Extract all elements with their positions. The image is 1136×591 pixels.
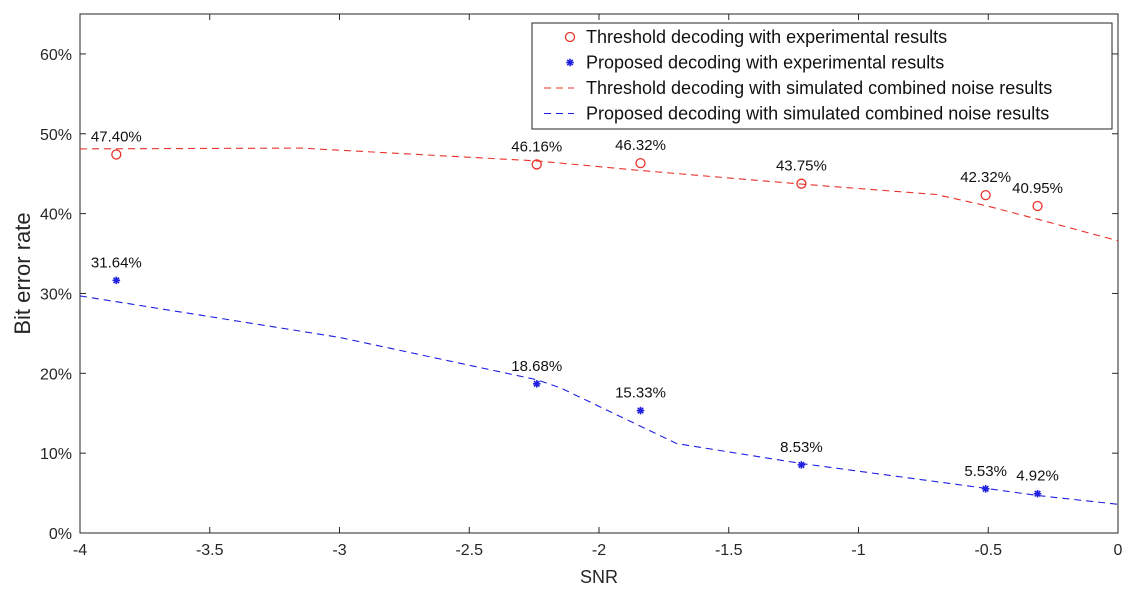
proposed-decoding-with-experimental-results-point	[112, 276, 121, 285]
data-labels: 47.40% 46.16% 46.32% 43.75% 42.32%40.95% 31.6…	[91, 129, 1063, 485]
legend-entry: Threshold decoding with experimental res…	[564, 27, 947, 47]
y-tick-label: 10%	[40, 446, 72, 463]
x-tick-label: -3.5	[196, 542, 224, 559]
y-tick-label: 60%	[40, 47, 72, 64]
data-label: 5.53%	[964, 463, 1007, 480]
data-label: 40.95%	[1012, 180, 1063, 197]
x-tick-label: -0.5	[974, 542, 1002, 559]
x-tick-label: -1	[851, 542, 865, 559]
x-tick-label: -2	[592, 542, 606, 559]
data-label: 8.53%	[780, 439, 823, 456]
proposed-decoding-with-experimental-results-point	[532, 380, 541, 388]
y-tick-label: 50%	[40, 127, 72, 144]
legend-label: Threshold decoding with experimental res…	[586, 27, 947, 47]
legend: Threshold decoding with experimental res…	[531, 22, 1113, 130]
threshold-decoding-with-experimental-results-point	[980, 189, 991, 201]
data-label: 46.16%	[511, 138, 562, 155]
y-tick-label: 20%	[40, 366, 72, 383]
threshold-decoding-with-experimental-results-point	[1032, 200, 1043, 212]
x-tick-label: 0	[1114, 542, 1123, 559]
data-label: 18.68%	[511, 358, 562, 375]
y-tick-label: 30%	[40, 286, 72, 303]
data-label: 47.40%	[91, 129, 142, 146]
threshold-decoding-with-experimental-results-point	[635, 158, 646, 169]
data-label: 15.33%	[615, 385, 666, 402]
y-axis-ticks: 0% 10% 20% 30% 40% 50% 60%	[40, 47, 1118, 543]
proposed-decoding-with-experimental-results-point	[981, 485, 990, 493]
x-axis-label: SNR	[580, 567, 618, 587]
legend-box	[531, 22, 1113, 130]
proposed-decoding-with-experimental-results-point	[1033, 489, 1042, 498]
series-lines	[79, 147, 1119, 505]
data-label: 4.92%	[1016, 468, 1059, 485]
x-axis-ticks: -4 -3.5 -3 -2.5 -2 -1.5 -1 -0.5 0	[73, 14, 1123, 559]
data-label: 31.64%	[91, 254, 142, 271]
x-tick-label: -3	[332, 542, 346, 559]
proposed-decoding-with-experimental-results-point	[636, 406, 645, 415]
y-axis-label: Bit error rate	[10, 212, 35, 334]
legend-entry: Proposed decoding with simulated combine…	[544, 104, 1049, 124]
x-tick-label: -2.5	[455, 542, 483, 559]
proposed-decoding-with-simulated-combined-noise-results-line	[79, 295, 1119, 505]
y-tick-label: 40%	[40, 207, 72, 224]
legend-label: Threshold decoding with simulated combin…	[586, 78, 1052, 98]
series-markers	[111, 149, 1043, 498]
legend-swatch	[564, 31, 576, 43]
legend-label: Proposed decoding with experimental resu…	[586, 53, 944, 73]
legend-entry: Threshold decoding with simulated combin…	[544, 78, 1052, 98]
y-tick-label: 0%	[49, 526, 72, 543]
legend-entry: Proposed decoding with experimental resu…	[566, 53, 944, 73]
x-tick-label: -4	[73, 542, 87, 559]
data-label: 46.32%	[615, 137, 666, 154]
threshold-decoding-with-experimental-results-point	[531, 159, 542, 170]
threshold-decoding-with-experimental-results-point	[111, 149, 122, 160]
data-label: 42.32%	[960, 169, 1011, 186]
threshold-decoding-with-simulated-combined-noise-results-line	[79, 147, 1119, 242]
proposed-decoding-with-experimental-results-point	[797, 461, 806, 469]
data-label: 43.75%	[776, 158, 827, 175]
threshold-decoding-with-experimental-results-point	[796, 178, 807, 189]
legend-label: Proposed decoding with simulated combine…	[586, 104, 1049, 124]
x-tick-label: -1.5	[715, 542, 743, 559]
legend-swatch	[566, 58, 574, 67]
